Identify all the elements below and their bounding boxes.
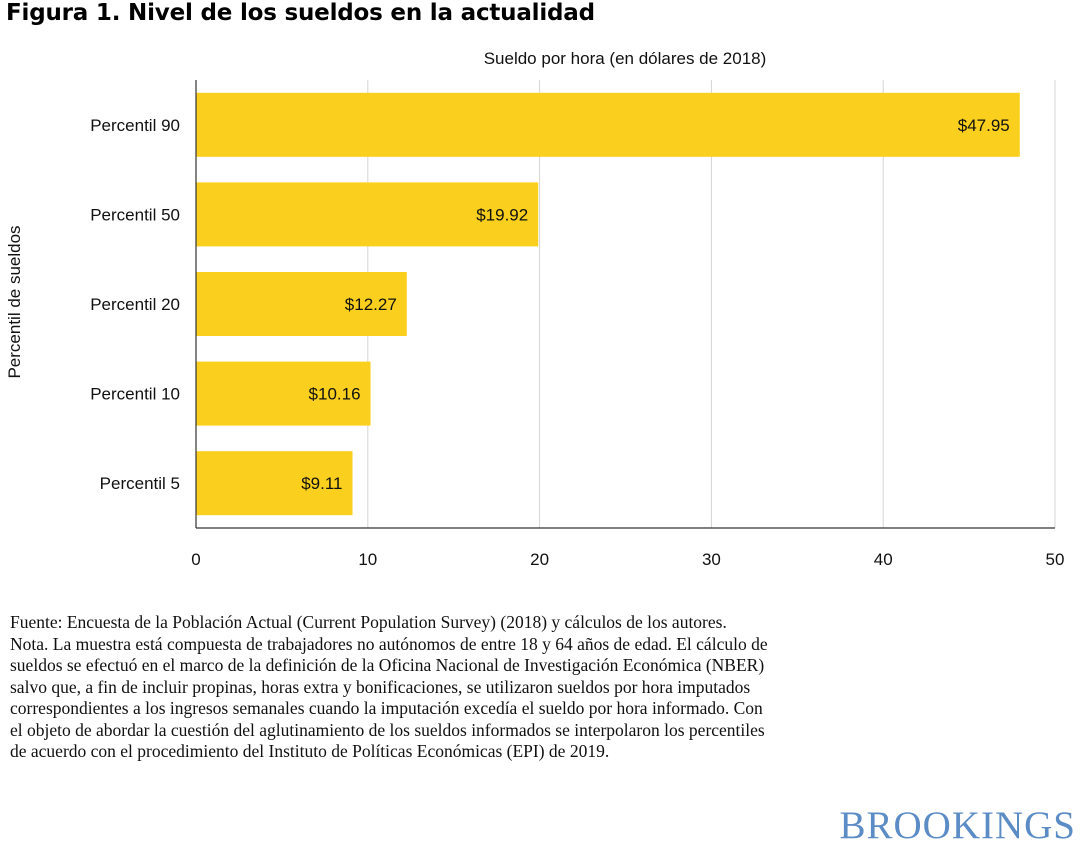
x-tick-label: 40 [874,550,893,569]
source-note: Fuente: Encuesta de la Población Actual … [10,612,727,632]
x-tick-label: 50 [1046,550,1065,569]
figure-title: Figura 1. Nivel de los sueldos en la act… [6,0,595,26]
bar [196,182,539,247]
bar [196,272,407,336]
methodology-note: Nota. La muestra está compuesta de traba… [10,633,768,762]
y-tick-label: Percentil 5 [100,474,180,493]
data-label: $47.95 [958,116,1010,135]
x-axis-title: Sueldo por hora (en dólares de 2018) [484,49,767,68]
bar [196,451,353,516]
bar [196,361,371,426]
data-label: $10.16 [309,385,361,404]
x-tick-label: 20 [530,550,549,569]
x-tick-label: 30 [702,550,721,569]
brookings-logo: BROOKINGS [839,804,1076,847]
data-label: $9.11 [301,474,342,493]
bar [196,92,1020,157]
y-axis-title: Percentil de sueldos [5,225,24,378]
footnotes: Fuente: Encuesta de la Población Actual … [10,612,770,763]
data-label: $19.92 [476,205,528,224]
axes: 0 10 20 30 40 50 Percentil 90 Percentil 50 Perce… [90,80,1064,569]
x-tick-label: 10 [358,550,377,569]
bars: $47.95 $19.92 $12.27 $10.16 $9.11 [196,92,1020,516]
y-tick-label: Percentil 50 [90,205,180,224]
y-tick-label: Percentil 90 [90,116,180,135]
y-tick-label: Percentil 20 [90,295,180,314]
bar-chart: $47.95 $19.92 $12.27 $10.16 $9.11 0 10 20 30 40 5… [5,49,1064,569]
data-label: $12.27 [345,295,397,314]
x-tick-label: 0 [191,550,200,569]
y-tick-label: Percentil 10 [90,385,180,404]
